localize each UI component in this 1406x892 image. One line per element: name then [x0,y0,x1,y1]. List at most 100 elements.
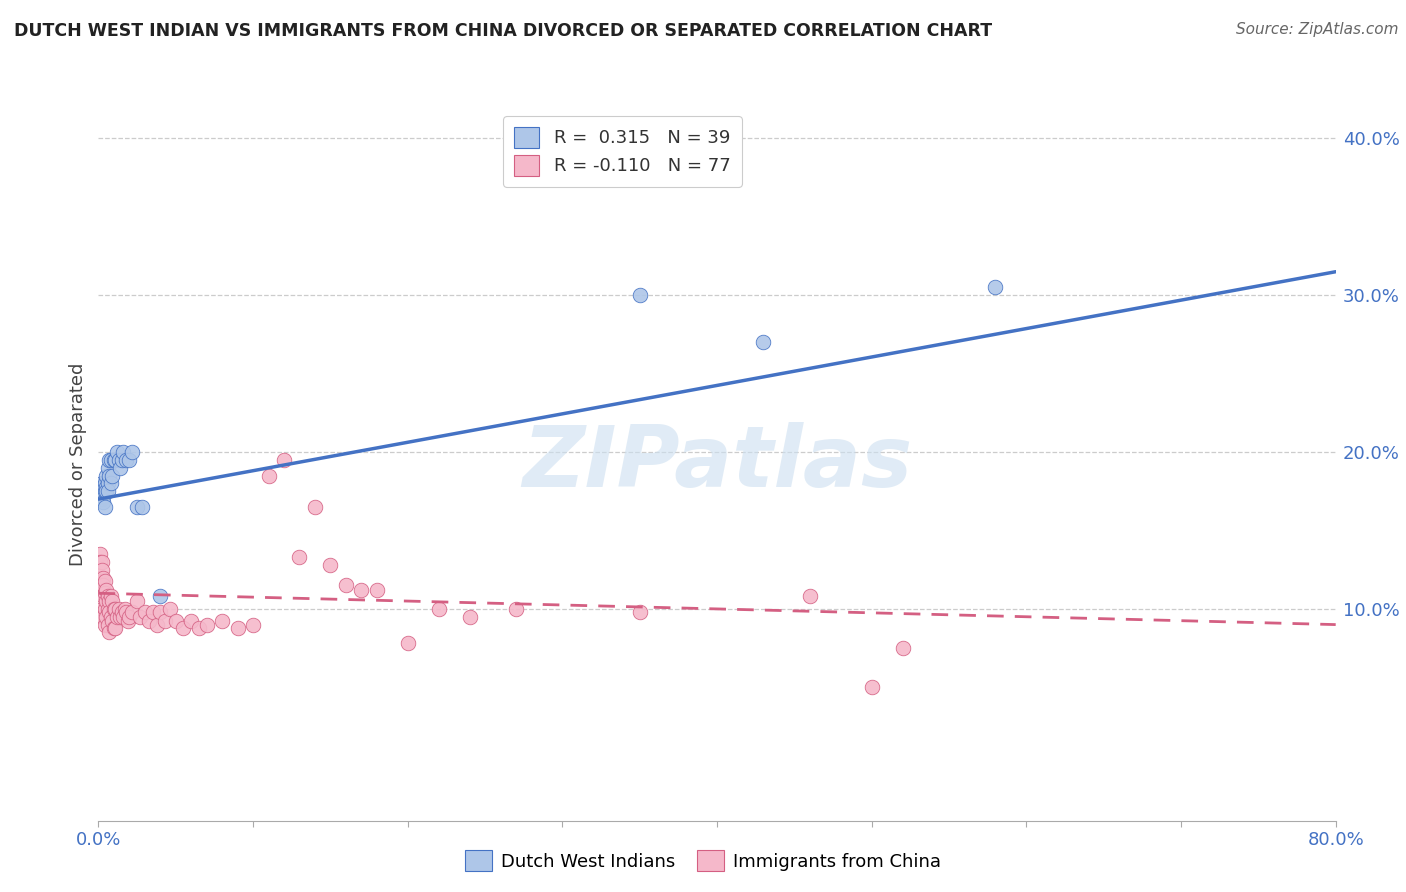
Point [159,602,181,616]
Point [90,484,112,499]
Point [89,570,111,584]
Point [100,476,122,491]
Point [111,453,134,467]
Legend: R =  0.315   N = 39, R = -0.110   N = 77: R = 0.315 N = 39, R = -0.110 N = 77 [503,116,741,186]
Point [105,445,128,459]
Point [304,500,326,514]
Point [98,453,121,467]
Point [93,602,115,616]
Point [93,476,115,491]
Point [98,594,121,608]
Point [112,609,135,624]
Point [505,602,527,616]
Point [107,453,129,467]
Point [226,621,249,635]
Point [98,625,121,640]
Point [288,550,311,565]
Point [91,578,114,592]
Point [211,615,233,629]
Point [101,615,124,629]
Point [149,590,172,604]
Point [118,609,141,624]
Point [195,617,218,632]
Point [149,605,172,619]
Point [90,555,112,569]
Point [103,621,125,635]
Point [984,280,1007,294]
Point [91,590,114,604]
Point [752,335,775,350]
Point [350,583,373,598]
Point [90,563,112,577]
Point [103,602,125,616]
Point [115,605,138,619]
Point [112,445,135,459]
Point [97,617,120,632]
Point [111,605,134,619]
Point [142,605,165,619]
Point [114,602,136,616]
Point [180,615,202,629]
Point [91,479,114,493]
Point [799,590,821,604]
Point [97,602,120,616]
Point [90,586,112,600]
Point [96,594,118,608]
Point [90,602,112,616]
Point [396,636,419,650]
Point [89,586,111,600]
Text: ZIPatlas: ZIPatlas [522,422,912,506]
Point [138,615,160,629]
Point [134,605,156,619]
Point [103,453,125,467]
Text: DUTCH WEST INDIAN VS IMMIGRANTS FROM CHINA DIVORCED OR SEPARATED CORRELATION CHA: DUTCH WEST INDIAN VS IMMIGRANTS FROM CHI… [14,22,993,40]
Point [90,476,112,491]
Point [860,681,883,695]
Point [628,288,651,302]
Point [173,621,195,635]
Point [127,500,149,514]
Point [96,609,118,624]
Point [97,476,120,491]
Point [91,484,114,499]
Point [96,479,118,493]
Point [100,609,122,624]
Point [257,468,280,483]
Point [107,602,129,616]
Point [104,602,127,616]
Point [242,617,264,632]
Point [97,590,120,604]
Point [121,605,143,619]
Point [100,590,122,604]
Point [891,641,914,656]
Point [153,615,176,629]
Point [104,453,127,467]
Point [101,594,124,608]
Point [91,495,114,509]
Point [98,605,121,619]
Point [97,460,120,475]
Point [91,609,114,624]
Text: Source: ZipAtlas.com: Source: ZipAtlas.com [1236,22,1399,37]
Point [90,492,112,507]
Point [89,547,111,561]
Point [335,578,357,592]
Legend: Dutch West Indians, Immigrants from China: Dutch West Indians, Immigrants from Chin… [458,843,948,879]
Point [319,558,342,572]
Point [108,460,131,475]
Point [628,605,651,619]
Point [96,583,118,598]
Point [131,500,153,514]
Point [188,621,211,635]
Point [118,453,141,467]
Point [91,489,114,503]
Point [273,453,295,467]
Point [93,500,115,514]
Point [127,594,149,608]
Point [96,468,118,483]
Point [89,484,111,499]
Point [458,609,481,624]
Point [96,484,118,499]
Point [104,621,127,635]
Point [89,492,111,507]
